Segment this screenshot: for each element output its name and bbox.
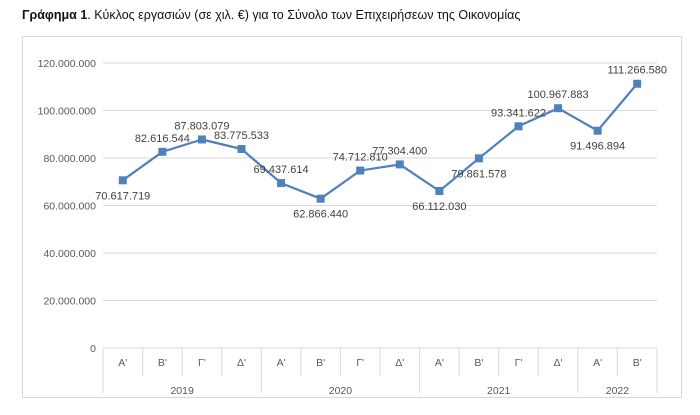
data-label: 79.861.578 bbox=[451, 168, 506, 180]
data-label: 82.616.544 bbox=[135, 133, 190, 145]
group-label: 2021 bbox=[487, 385, 511, 397]
line-chart: 0 20.000.000 40.000.000 60.000.000 80.000.00… bbox=[38, 58, 667, 397]
x-tick-label: Γ' bbox=[356, 357, 364, 369]
data-point bbox=[158, 147, 167, 156]
x-tick-label: Δ' bbox=[395, 357, 404, 369]
x-tick-label: Β' bbox=[474, 357, 483, 369]
group-label: 2020 bbox=[329, 385, 353, 397]
chart-frame: 0 20.000.000 40.000.000 60.000.000 80.000.00… bbox=[22, 36, 682, 398]
x-tick-label: Α' bbox=[593, 357, 602, 369]
y-tick-label: 120.000.000 bbox=[38, 58, 97, 70]
data-label: 74.712.810 bbox=[333, 152, 388, 164]
x-tick-label: Β' bbox=[158, 357, 167, 369]
x-tick-label: Α' bbox=[118, 357, 127, 369]
data-point bbox=[435, 186, 444, 195]
data-point bbox=[633, 79, 642, 88]
data-label: 91.496.894 bbox=[570, 141, 625, 153]
x-tick-label: Γ' bbox=[515, 357, 523, 369]
x-tick-label: Β' bbox=[633, 357, 642, 369]
caption-text: . Κύκλος εργασιών (σε χιλ. €) για το Σύν… bbox=[87, 8, 521, 22]
x-tick-label: Α' bbox=[277, 357, 286, 369]
x-tick-label: Α' bbox=[435, 357, 444, 369]
data-label: 83.775.533 bbox=[214, 130, 269, 142]
data-label: 70.617.719 bbox=[95, 190, 150, 202]
y-tick-label: 0 bbox=[90, 343, 96, 355]
data-label: 93.341.622 bbox=[491, 107, 546, 119]
data-point bbox=[395, 160, 404, 169]
data-point bbox=[554, 104, 563, 113]
x-tick-label: Β' bbox=[316, 357, 325, 369]
series-line bbox=[122, 82, 639, 200]
x-tick-label: Γ' bbox=[198, 357, 206, 369]
y-tick-label: 60.000.000 bbox=[43, 201, 96, 213]
group-label: 2022 bbox=[606, 385, 630, 397]
x-tick-label: Δ' bbox=[237, 357, 246, 369]
data-label: 111.266.580 bbox=[607, 65, 667, 77]
y-tick-label: 100.000.000 bbox=[38, 106, 97, 118]
data-point bbox=[118, 176, 127, 185]
y-tick-label: 40.000.000 bbox=[43, 248, 96, 260]
data-point bbox=[514, 122, 523, 131]
data-point bbox=[474, 154, 483, 163]
data-label: 62.866.440 bbox=[293, 209, 348, 221]
y-tick-label: 80.000.000 bbox=[43, 153, 96, 165]
data-point bbox=[593, 126, 602, 135]
chart-caption: Γράφημα 1. Κύκλος εργασιών (σε χιλ. €) γ… bbox=[22, 8, 520, 22]
data-label: 100.967.883 bbox=[527, 89, 588, 101]
caption-label: Γράφημα 1 bbox=[22, 8, 88, 22]
x-tick-label: Δ' bbox=[554, 357, 563, 369]
data-point bbox=[277, 179, 286, 188]
data-label: 66.112.030 bbox=[412, 201, 466, 213]
data-label: 77.304.400 bbox=[372, 145, 427, 157]
group-label: 2019 bbox=[170, 385, 194, 397]
data-point bbox=[356, 166, 365, 175]
data-point bbox=[197, 135, 206, 144]
data-point bbox=[316, 194, 325, 203]
data-label: 69.437.614 bbox=[254, 164, 309, 176]
data-point bbox=[237, 145, 246, 154]
y-tick-label: 20.000.000 bbox=[43, 296, 96, 308]
data-label: 87.803.079 bbox=[174, 120, 229, 132]
